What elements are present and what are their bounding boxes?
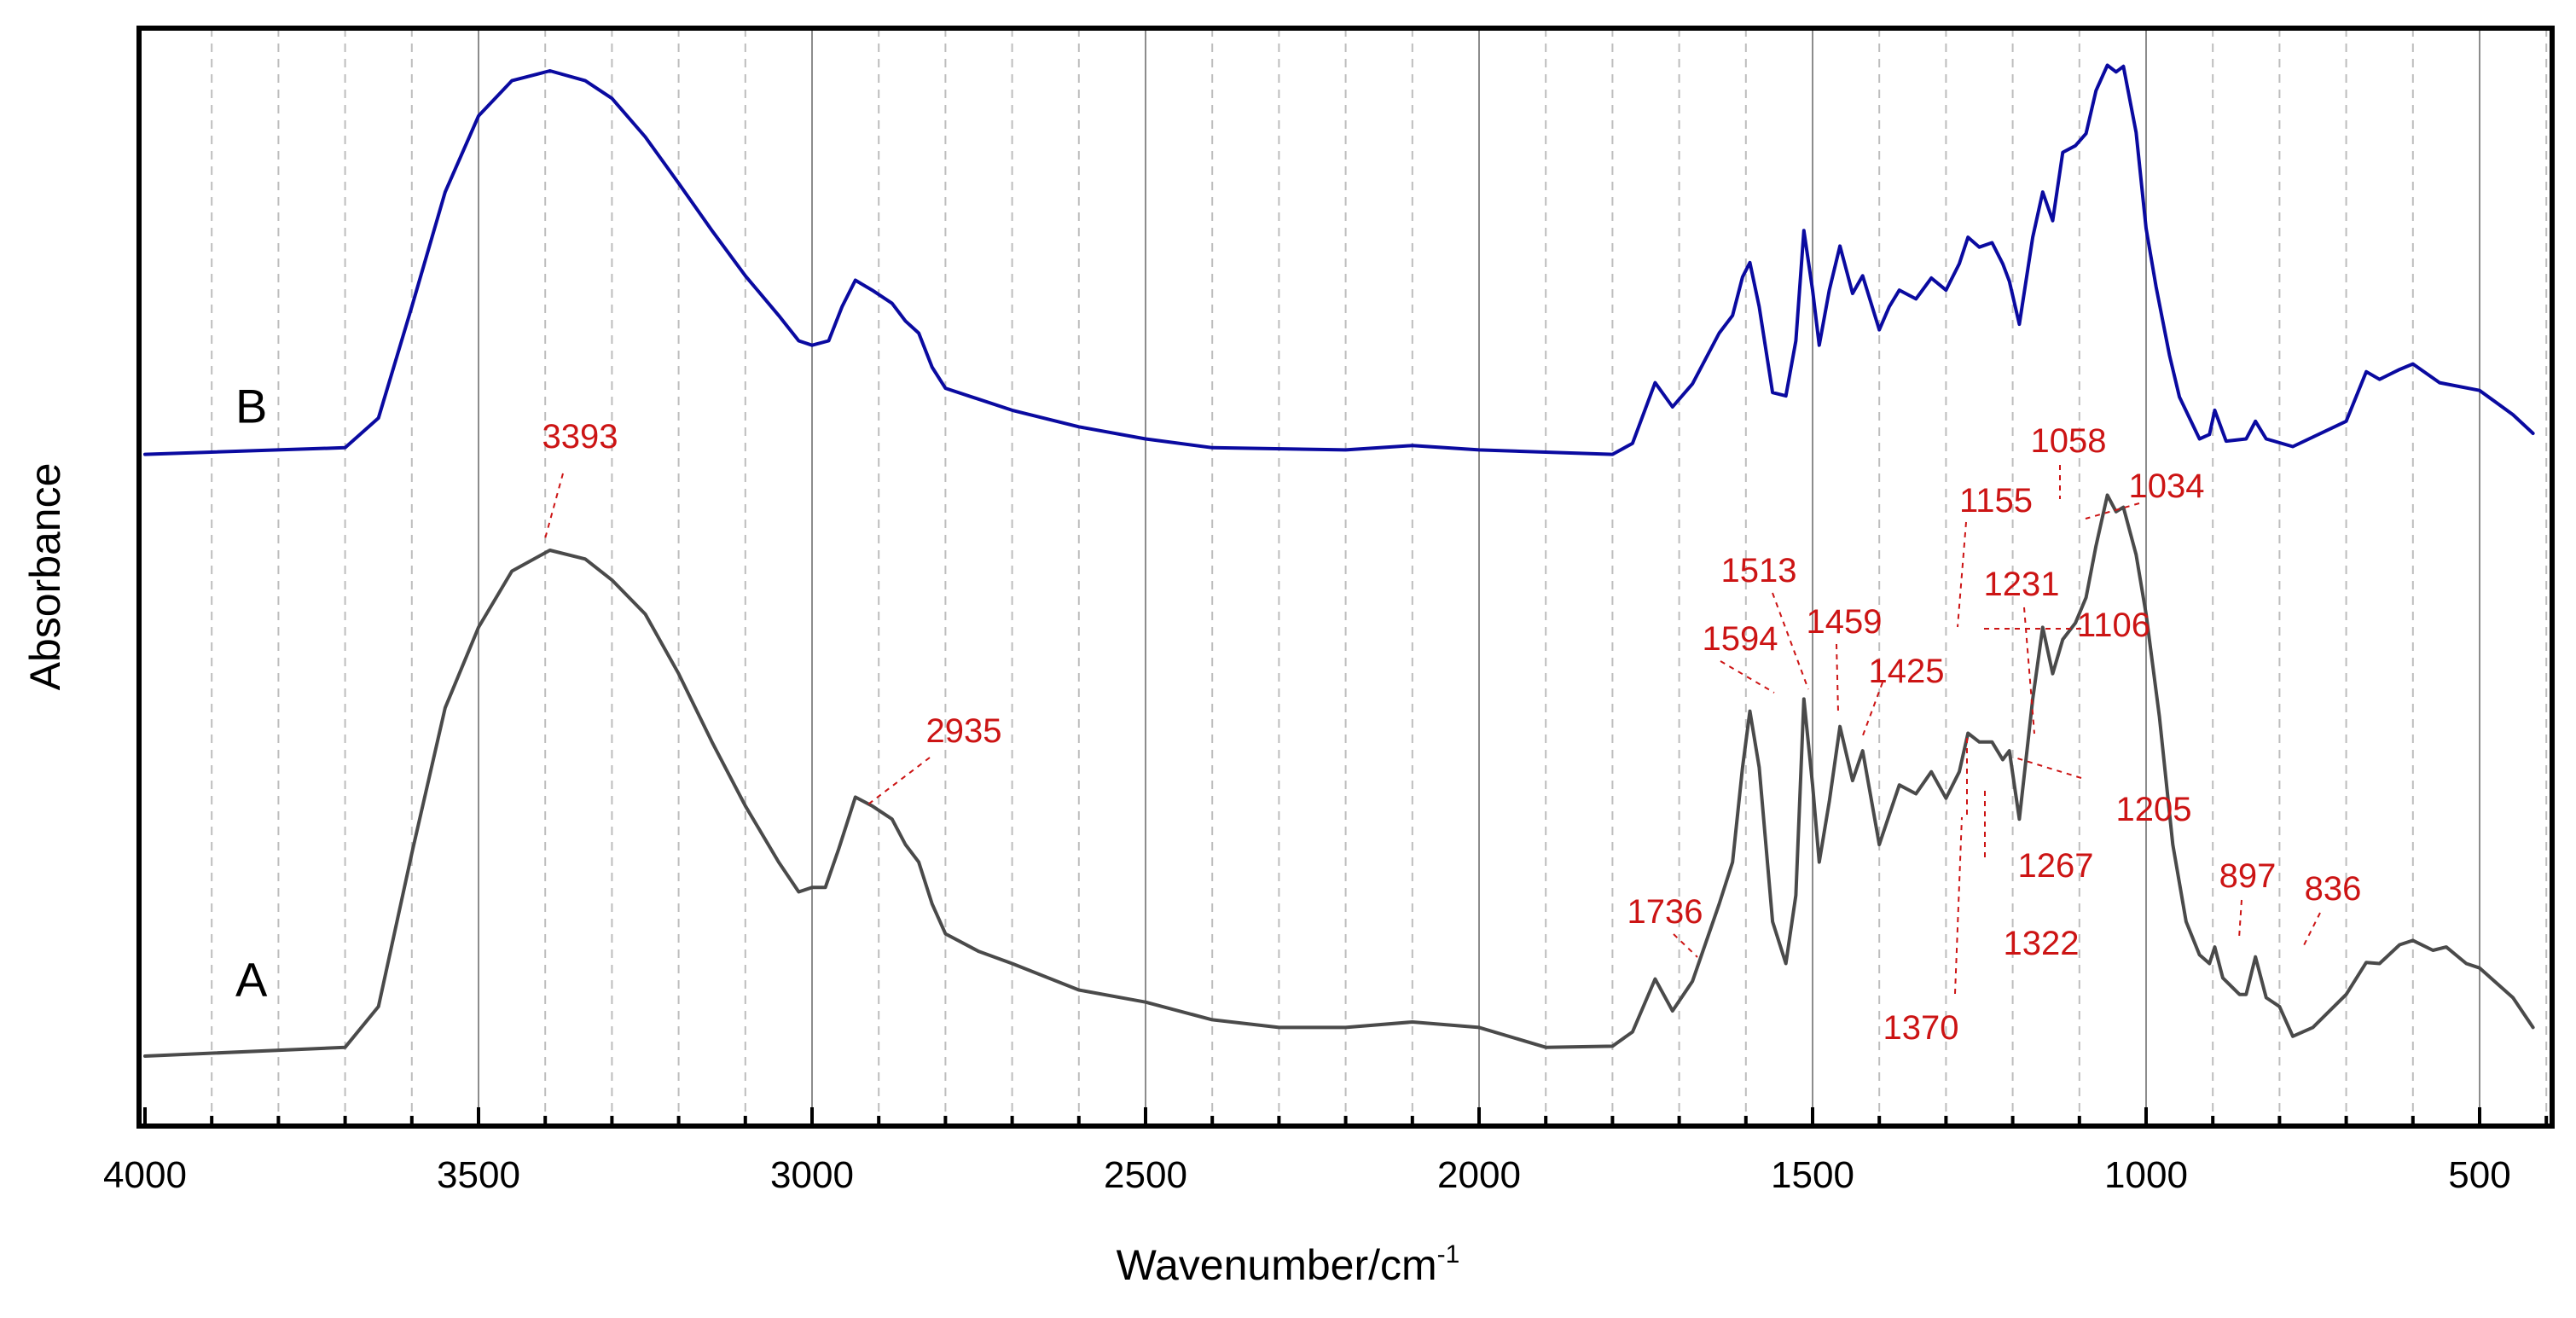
peak-label-1736: 1736 [1627, 893, 1703, 931]
peak-leader-line [1836, 643, 1839, 713]
peak-label-1322: 1322 [2004, 925, 2080, 962]
peak-label-1231: 1231 [1984, 566, 2060, 603]
spectrum-curves [143, 63, 2535, 1058]
x-axis-ticks [143, 1107, 2549, 1126]
x-tick-label: 2000 [1437, 1154, 1521, 1196]
peak-label-1513: 1513 [1721, 552, 1797, 589]
peak-label-1034: 1034 [2129, 467, 2205, 505]
peak-leader-line [2302, 912, 2321, 948]
peak-label-1058: 1058 [2031, 422, 2107, 460]
x-tick-label: 500 [2448, 1154, 2510, 1196]
peak-label-1267: 1267 [2018, 847, 2094, 885]
peak-annotations: 3393 2935 1736 1594 1513 1459 1425 1370 1322 1267… [542, 418, 2362, 1047]
peak-leader-line [543, 473, 564, 543]
series-label-b: B [235, 380, 267, 433]
series-labels: AB [235, 380, 268, 1007]
spectrum-curve-b [143, 63, 2535, 456]
peak-label-1594: 1594 [1703, 620, 1778, 658]
y-axis-title: Absorbance [21, 463, 69, 691]
grid-lines [211, 28, 2548, 1126]
peak-label-1155: 1155 [1959, 482, 2033, 520]
peak-label-1459: 1459 [1807, 603, 1883, 641]
peak-leader-line [1720, 660, 1775, 694]
x-tick-label: 2500 [1104, 1154, 1187, 1196]
x-tick-label: 3500 [437, 1154, 520, 1196]
peak-leader-line [865, 757, 931, 807]
series-label-a: A [235, 953, 268, 1007]
x-tick-label: 3000 [770, 1154, 854, 1196]
peak-leader-line [2023, 607, 2035, 734]
peak-label-2935: 2935 [926, 712, 1002, 750]
peak-label-1106: 1106 [2077, 607, 2150, 644]
peak-leader-line [1957, 521, 1967, 628]
x-tick-label: 4000 [103, 1154, 187, 1196]
x-axis-title: Wavenumber/cm-1 [1117, 1240, 1460, 1289]
peak-label-3393: 3393 [542, 418, 618, 456]
x-tick-label: 1500 [1771, 1154, 1854, 1196]
peak-leader-line [2014, 757, 2082, 779]
peak-leader-line [1673, 933, 1698, 958]
peak-leader-line [2238, 899, 2242, 939]
peak-leader-line [1772, 592, 1809, 690]
spectrum-curve-a [143, 493, 2535, 1058]
peak-label-1425: 1425 [1869, 653, 1945, 690]
peak-label-1370: 1370 [1883, 1009, 1959, 1047]
peak-label-897: 897 [2219, 857, 2277, 895]
x-tick-label: 1000 [2104, 1154, 2188, 1196]
plot-frame [136, 26, 2555, 1129]
peak-label-1205: 1205 [2116, 791, 2192, 828]
x-axis-tick-labels: 4000 3500 3000 2500 2000 1500 1000 500 [103, 1154, 2511, 1196]
peak-label-836: 836 [2305, 870, 2362, 908]
peak-leader-line [1954, 816, 1963, 995]
